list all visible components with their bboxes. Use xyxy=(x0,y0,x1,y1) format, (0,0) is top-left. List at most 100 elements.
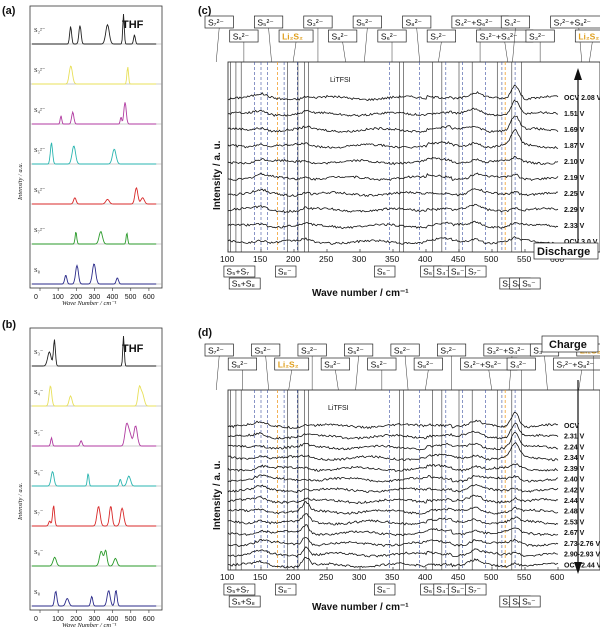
bottom-label-text: S₈⁻ xyxy=(451,267,465,277)
panel-b-x-ticks: 0 100 200 300 400 500 600 xyxy=(34,610,155,623)
panel-c-y-label: Intensity / a. u. xyxy=(212,140,223,210)
top-label-text: S₈²⁻ xyxy=(406,18,423,28)
panel-a-y-label: Intensity / a.u. xyxy=(17,162,24,201)
calc-species-label-1: S₄⁻ xyxy=(34,389,44,396)
panel-d-assignment-lines xyxy=(230,390,523,570)
top-label-text: S₈²⁻ xyxy=(417,360,434,370)
exp-trace-10 xyxy=(227,523,559,537)
bottom-label-box xyxy=(519,595,541,608)
exp-tick-label: 450 xyxy=(451,254,465,264)
bottom-label-text: S₈⁻ xyxy=(278,267,292,277)
exp-tick-label: 500 xyxy=(484,254,498,264)
top-label-text: Li₂S₂ xyxy=(578,32,599,42)
exp-tick-label: 500 xyxy=(484,572,498,582)
bottom-label-box xyxy=(519,277,541,290)
top-label-text: S₆²⁻ xyxy=(233,32,250,42)
calc-species-label-2: S₅⁻ xyxy=(34,429,44,436)
bottom-label-text: S₆⁻ xyxy=(512,597,526,607)
voltage-label-10: 2.67 V xyxy=(564,530,585,537)
top-label-text: S₃²⁻ xyxy=(529,32,546,42)
calc-trace-5 xyxy=(32,230,157,245)
voltage-label-8: 2.48 V xyxy=(564,509,585,516)
top-label-text: S₃²⁻ xyxy=(301,346,318,356)
voltage-label-3: 2.34 V xyxy=(564,455,585,462)
exp-trace-8 xyxy=(228,501,559,515)
calc-trace-2 xyxy=(32,422,157,447)
top-label-text: S₇²⁻+S₈²⁻ xyxy=(554,18,592,28)
top-label-text: S₅²⁻ xyxy=(347,346,364,356)
top-label-leader xyxy=(512,27,516,63)
calc-trace-5 xyxy=(32,549,157,567)
exp-trace-2 xyxy=(227,115,559,133)
top-label-text: S₆²⁻ xyxy=(381,32,398,42)
voltage-label-9: 2.53 V xyxy=(564,519,585,526)
calc-tick-label: 300 xyxy=(88,294,100,301)
calc-trace-6 xyxy=(32,589,157,607)
panel-label-c: (c) xyxy=(198,5,212,17)
calc-tick-label: 200 xyxy=(70,294,82,301)
bottom-label-text: S₅+S₇ xyxy=(226,267,249,277)
calc-tick-label: 500 xyxy=(125,616,137,623)
panel-c-x-label: Wave number / cm⁻¹ xyxy=(312,288,409,299)
exp-tick-label: 450 xyxy=(451,572,465,582)
top-label-leader xyxy=(438,41,442,63)
calc-tick-label: 200 xyxy=(70,616,82,623)
top-label-text: S₆²⁻ xyxy=(371,360,388,370)
top-label-box xyxy=(344,343,374,357)
calc-species-label-6: S₈ xyxy=(34,267,40,274)
panel-d-voltage-labels: OCV 2.31 V 2.24 V 2.34 V 2.39 V 2.40 V 2.42 V 2… xyxy=(564,423,600,569)
calc-species-label-3: S₅²⁻ xyxy=(34,147,46,154)
top-label-leader xyxy=(265,355,269,391)
top-label-text: S₇²⁻ xyxy=(208,346,224,356)
bottom-label-text: S₄⁻ xyxy=(436,585,450,595)
calc-trace-3 xyxy=(32,142,157,165)
exp-trace-6 xyxy=(227,484,559,494)
exp-tick-label: 550 xyxy=(517,254,531,264)
voltage-label-5: 2.40 V xyxy=(564,477,585,484)
exp-tick-label: 100 xyxy=(220,572,234,582)
exp-trace-1 xyxy=(227,99,559,117)
exp-trace-12 xyxy=(227,546,559,558)
calc-species-label-2: S₄²⁻ xyxy=(34,107,46,114)
panel-a-solvent: THF xyxy=(122,19,144,31)
top-label-text: S₈²⁻ xyxy=(331,32,348,42)
bottom-label-text: S₆⁻ xyxy=(512,279,526,289)
calc-tick-label: 0 xyxy=(34,294,38,301)
bottom-label-box xyxy=(374,265,396,278)
panel-label-b: (b) xyxy=(2,319,16,331)
exp-trace-3 xyxy=(228,442,559,462)
calc-trace-6 xyxy=(32,263,157,285)
voltage-label-5: 2.19 V xyxy=(564,175,585,182)
exp-tick-label: 300 xyxy=(352,254,366,264)
exp-tick-label: 200 xyxy=(286,254,300,264)
top-label-leader xyxy=(504,41,509,63)
exp-tick-label: 250 xyxy=(319,572,333,582)
calc-species-label-6: S₈ xyxy=(34,589,40,596)
bottom-label-text: S₄⁻ xyxy=(436,267,450,277)
exp-trace-3 xyxy=(227,128,559,149)
panel-d-arrow-head xyxy=(574,562,582,574)
exp-trace-0 xyxy=(227,84,559,101)
top-label-text: S₄²⁻ xyxy=(510,360,527,370)
bottom-label-box xyxy=(228,595,261,608)
panel-c-litfsi-label: LiTFSI xyxy=(330,77,351,84)
panel-d-mode-box xyxy=(541,335,599,353)
top-label-leader xyxy=(292,41,297,63)
exp-tick-label: 550 xyxy=(517,572,531,582)
calc-tick-label: 100 xyxy=(52,616,64,623)
panel-a-x-label: Wave Number / cm⁻¹ xyxy=(62,300,116,307)
exp-trace-2 xyxy=(227,431,559,451)
calc-trace-4 xyxy=(32,505,157,527)
panel-c-voltage-labels: OCV 2.08 V 1.51 V 1.69 V 1.87 V 2.10 V 2.19 V… xyxy=(564,95,600,246)
calc-trace-1 xyxy=(32,384,157,407)
bottom-label-text: S₈⁻ xyxy=(278,585,292,595)
bottom-label-text: S₅+S₇ xyxy=(226,585,249,595)
calc-species-label-0: S₃⁻ xyxy=(34,349,44,356)
top-label-text: S₃²⁻ xyxy=(307,18,324,28)
exp-trace-1 xyxy=(227,422,559,440)
panel-c: S₇²⁻ S₆²⁻ S₅²⁻ Li₂S₂ S₃²⁻ S₈²⁻ S₅²⁻ S₆²⁻ S₈²⁻ S₇²… xyxy=(204,15,600,299)
top-label-leader xyxy=(425,369,429,391)
panel-b-solvent: THF xyxy=(122,343,144,355)
